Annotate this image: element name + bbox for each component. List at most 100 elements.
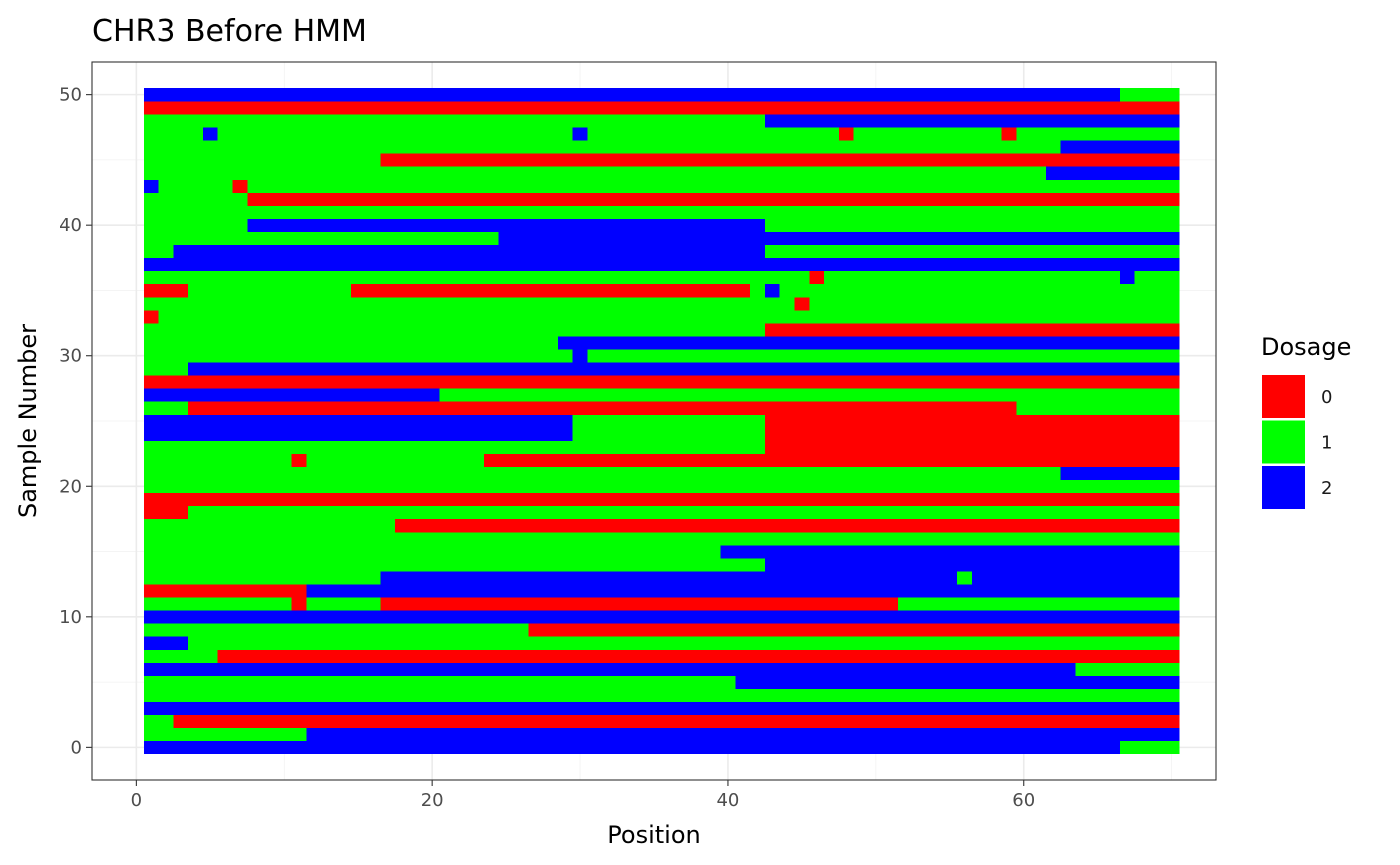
heatmap-tile	[898, 597, 1180, 611]
heatmap-tile	[217, 649, 1180, 663]
heatmap-tile	[750, 283, 766, 298]
heatmap-tile	[143, 101, 1180, 115]
heatmap-tile	[143, 336, 559, 350]
axes: 0 20 40 60 0 10 20 30 40 50	[59, 85, 1035, 811]
heatmap-tile	[764, 414, 1180, 428]
heatmap-tile	[143, 701, 1180, 716]
heatmap-tile	[143, 636, 189, 650]
heatmap-tile	[143, 453, 292, 467]
heatmap-tile	[143, 166, 1047, 180]
heatmap-tile	[173, 714, 1180, 729]
heatmap-tile	[188, 362, 1180, 376]
heatmap-tile	[764, 218, 1180, 232]
heatmap-tile	[143, 610, 1180, 624]
x-tick-label: 60	[1012, 790, 1035, 811]
heatmap-tile	[143, 296, 795, 311]
heatmap-tile	[764, 114, 1180, 128]
heatmap-tile	[143, 401, 189, 415]
heatmap-tile	[809, 270, 825, 285]
heatmap-tile	[143, 727, 307, 742]
heatmap-tile	[143, 597, 292, 611]
heatmap-tile	[306, 584, 1180, 598]
heatmap-tile	[143, 375, 1180, 389]
heatmap-tile	[202, 127, 219, 141]
heatmap-tile	[143, 531, 1180, 546]
heatmap-tile	[143, 414, 573, 428]
heatmap-tile	[291, 597, 307, 611]
y-tick-label: 20	[59, 476, 82, 497]
legend-key-label: 1	[1321, 433, 1332, 454]
heatmap-tile	[143, 558, 766, 572]
legend-key-label: 2	[1321, 478, 1332, 499]
heatmap-tile	[764, 244, 1180, 259]
heatmap-tile	[380, 153, 1180, 167]
heatmap-tile	[143, 153, 381, 167]
heatmap-tile	[188, 505, 1180, 520]
heatmap-tile	[1045, 166, 1180, 180]
heatmap-tile	[528, 623, 1180, 637]
heatmap-tile	[143, 714, 174, 729]
heatmap-tile	[291, 453, 307, 467]
heatmap-tile	[143, 88, 1121, 102]
heatmap-tile	[764, 283, 781, 298]
heatmap-tile	[173, 244, 766, 259]
heatmap-tile	[1016, 401, 1180, 415]
heatmap-tile	[143, 349, 573, 363]
x-axis-title: Position	[607, 821, 700, 849]
heatmap-tile	[143, 140, 1062, 154]
heatmap-tile	[217, 127, 573, 141]
heatmap-tile	[1060, 466, 1180, 481]
heatmap-tile	[143, 218, 248, 232]
heatmap-tile	[794, 296, 810, 311]
heatmap-tile	[143, 362, 189, 376]
heatmap-tile	[143, 649, 219, 663]
heatmap-tile	[572, 414, 766, 428]
heatmap-tile	[143, 688, 1180, 702]
heatmap-tile	[143, 466, 1062, 481]
heatmap-tile	[143, 205, 1180, 219]
heatmap-tile	[143, 388, 440, 402]
heatmap-tile	[557, 114, 766, 128]
heatmap-tile	[764, 427, 1180, 441]
heatmap-tile	[143, 244, 174, 259]
y-tick-label: 30	[59, 346, 82, 367]
heatmap-tile	[143, 571, 381, 585]
heatmap-tile	[143, 675, 736, 689]
y-tick-label: 40	[59, 215, 82, 236]
heatmap-tile	[143, 492, 1180, 507]
heatmap-tile	[764, 440, 1180, 454]
heatmap-tile	[395, 518, 1180, 533]
heatmap-tile	[735, 675, 1180, 689]
heatmap-tile	[143, 623, 529, 637]
heatmap-tile	[232, 179, 248, 193]
heatmap-tile	[1016, 127, 1180, 141]
heatmap-tile	[483, 453, 1180, 467]
heatmap-tile	[1075, 662, 1180, 676]
heatmap-tile	[143, 518, 396, 533]
heatmap-tile	[306, 727, 1180, 742]
heatmap-tile	[143, 310, 159, 324]
x-tick-label: 20	[421, 790, 444, 811]
heatmap-tile	[143, 231, 500, 246]
heatmap-tile	[957, 571, 973, 585]
heatmap-tile	[824, 270, 1121, 285]
heatmap-tile	[143, 323, 766, 337]
heatmap-tile	[247, 179, 1180, 193]
legend-key-swatch	[1262, 466, 1305, 509]
heatmap-tile	[143, 479, 1180, 494]
chart-title: CHR3 Before HMM	[92, 14, 367, 49]
heatmap-tile	[779, 283, 1180, 298]
heatmap-tile	[1001, 127, 1017, 141]
heatmap-tile	[1134, 270, 1180, 285]
heatmap-tile	[158, 310, 1180, 324]
heatmap-tile	[1119, 270, 1135, 285]
heatmap-tile	[143, 584, 307, 598]
heatmap-tile	[572, 349, 588, 363]
heatmap-tile	[350, 283, 751, 298]
heatmap-tile	[188, 636, 1180, 650]
heatmap-tiles	[143, 88, 1180, 755]
heatmap-tile	[143, 127, 204, 141]
heatmap-tile	[143, 427, 573, 441]
heatmap-tile	[572, 427, 766, 441]
heatmap-tile	[439, 388, 1180, 402]
